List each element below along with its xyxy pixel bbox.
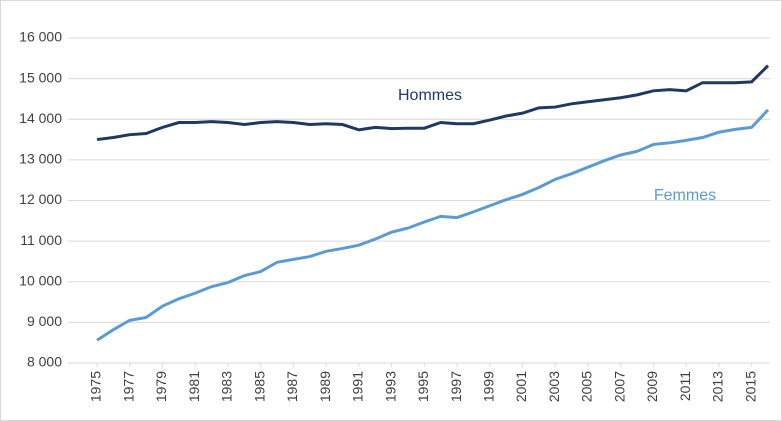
x-tick-label: 1975 bbox=[88, 371, 104, 402]
x-tick-label: 2011 bbox=[677, 371, 693, 401]
x-tick-label: 1983 bbox=[219, 371, 235, 402]
y-tick-label: 11 000 bbox=[20, 232, 62, 248]
x-tick-label: 1981 bbox=[186, 371, 202, 402]
y-tick-label: 16 000 bbox=[19, 29, 62, 45]
series-label: Femmes bbox=[654, 187, 716, 204]
series-label: Hommes bbox=[398, 87, 462, 104]
x-tick-label: 2009 bbox=[644, 371, 660, 402]
y-tick-label: 13 000 bbox=[19, 151, 62, 167]
x-tick-label: 2007 bbox=[611, 371, 627, 402]
x-tick-label: 1989 bbox=[317, 371, 333, 402]
y-tick-label: 15 000 bbox=[19, 69, 62, 85]
series-line bbox=[96, 64, 770, 142]
x-tick-label: 1985 bbox=[251, 371, 267, 402]
x-tick-label: 2015 bbox=[742, 371, 758, 402]
x-tick-label: 1999 bbox=[480, 371, 496, 402]
x-tick-label: 1979 bbox=[153, 371, 169, 402]
x-tick-label: 1991 bbox=[350, 371, 366, 402]
x-tick-label: 2001 bbox=[513, 371, 529, 402]
y-tick-label: 12 000 bbox=[19, 191, 62, 207]
x-tick-label: 2005 bbox=[579, 371, 595, 402]
y-tick-label: 8 000 bbox=[27, 354, 62, 370]
x-tick-label: 2013 bbox=[710, 371, 726, 402]
y-tick-label: 14 000 bbox=[19, 110, 62, 126]
x-tick-label: 1997 bbox=[448, 371, 464, 402]
series-line bbox=[96, 108, 770, 342]
y-tick-label: 9 000 bbox=[27, 313, 62, 329]
x-tick-label: 2003 bbox=[546, 371, 562, 402]
x-tick-label: 1977 bbox=[120, 371, 136, 402]
x-tick-label: 1993 bbox=[382, 371, 398, 402]
y-tick-label: 10 000 bbox=[19, 272, 62, 288]
x-tick-label: 1995 bbox=[415, 371, 431, 402]
x-tick-label: 1987 bbox=[284, 371, 300, 402]
